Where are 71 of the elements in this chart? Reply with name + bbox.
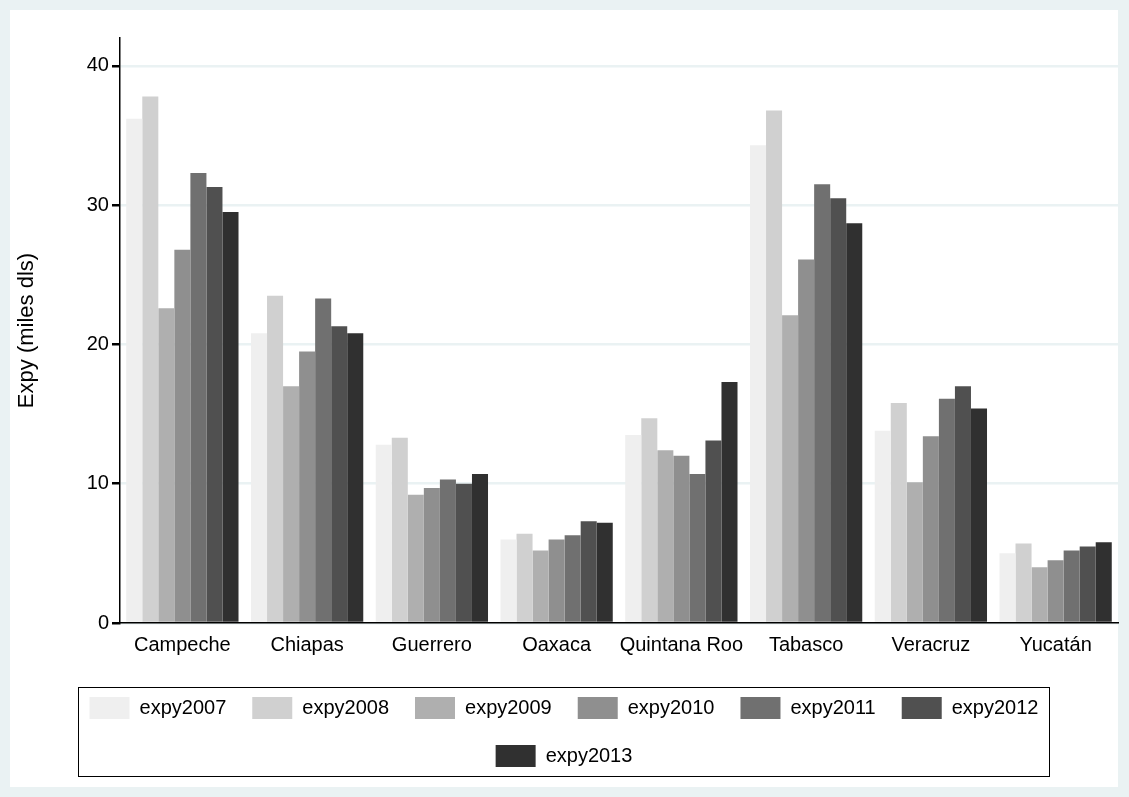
bar [999, 553, 1016, 622]
bar [1031, 567, 1048, 622]
bar [1079, 546, 1096, 622]
bar [564, 535, 581, 622]
x-tick-label: Oaxaca [522, 632, 592, 655]
bar [721, 382, 738, 622]
y-axis-title: Expy (miles dls) [13, 252, 39, 409]
bar [922, 436, 939, 622]
bar [938, 398, 955, 622]
y-tick-label: 10 [86, 471, 109, 494]
bar [798, 259, 815, 622]
bar [657, 450, 674, 622]
bar [500, 539, 517, 622]
bar [471, 473, 489, 622]
bar [954, 386, 971, 622]
legend-label: expy2007 [139, 695, 227, 718]
bar [673, 455, 690, 622]
legend-label: expy2009 [465, 695, 552, 718]
x-tick-label: Guerrero [391, 632, 472, 655]
bar [315, 298, 332, 622]
bar [1063, 550, 1080, 622]
y-tick-label: 0 [97, 610, 109, 633]
bar [142, 96, 159, 622]
bar [596, 522, 613, 622]
bar [516, 533, 533, 622]
bar [423, 487, 440, 622]
bar [222, 212, 239, 622]
x-tick-label: Campeche [134, 632, 231, 655]
bar [283, 386, 300, 622]
legend-label: expy2013 [545, 743, 633, 766]
bar [970, 408, 988, 622]
bar [455, 483, 472, 622]
bar [1095, 542, 1112, 622]
x-tick-label: Yucatán [1019, 632, 1092, 655]
y-tick-label: 20 [86, 331, 109, 354]
bar [689, 473, 706, 622]
legend-label: expy2008 [302, 695, 390, 718]
bar [705, 440, 722, 622]
bar [206, 187, 223, 622]
legend-label: expy2012 [951, 695, 1039, 718]
bar [906, 482, 923, 622]
bar [174, 249, 191, 622]
bar [830, 198, 847, 622]
bar [548, 539, 565, 622]
bar [1015, 543, 1032, 622]
bar [190, 173, 207, 622]
bar [158, 308, 175, 622]
bar [766, 110, 783, 622]
x-tick-label: Veracruz [891, 632, 971, 655]
bar [331, 326, 348, 622]
bar [347, 333, 364, 622]
bar [391, 437, 408, 622]
bar [814, 184, 831, 622]
x-tick-label: Quintana Roo [619, 632, 744, 655]
bar [439, 479, 456, 622]
bar [407, 494, 424, 622]
bar [1047, 560, 1064, 622]
y-tick-label: 30 [86, 192, 109, 215]
bar [267, 295, 284, 622]
bar [580, 521, 597, 622]
legend-label: expy2010 [627, 695, 715, 718]
x-tick-label: Chiapas [270, 632, 344, 655]
bar [846, 223, 863, 622]
bar [641, 418, 658, 622]
bar [299, 351, 316, 622]
bar [890, 402, 907, 622]
bar [532, 550, 549, 622]
legend-label: expy2011 [790, 695, 876, 718]
y-tick-label: 40 [86, 53, 109, 76]
bar [782, 315, 799, 622]
x-tick-label: Tabasco [768, 632, 844, 655]
